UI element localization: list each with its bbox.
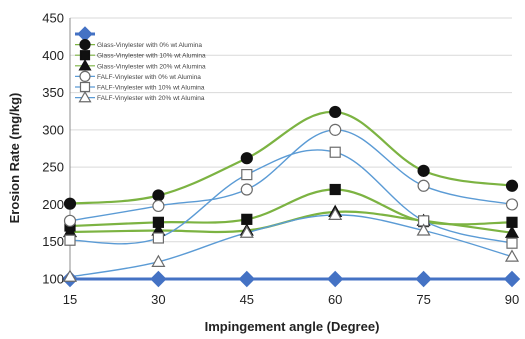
marker-circle [329,105,342,119]
marker-square [79,50,91,61]
y-tick-label: 200 [42,197,64,212]
marker-diamond [77,26,93,42]
legend: Glass-Vinylester with 0% wt Alumina Glass… [75,26,206,103]
x-tick-label: 15 [63,292,77,307]
marker-diamond [503,270,521,288]
marker-diamond [415,270,432,288]
x-tick-label: 30 [151,292,165,307]
y-tick-label: 250 [42,160,64,175]
marker-diamond [238,270,256,288]
marker-triangle [504,249,520,262]
marker-circle [79,38,91,51]
legend-label: FALF-Vinylester with 0% wt Alumina [97,74,201,81]
series-lines [68,110,514,281]
marker-circle [63,197,77,210]
tick-labels: 100 150 200 250 300 350 400 450 15 30 45 60 75 90 [42,11,519,308]
series-line-5 [69,149,513,245]
marker-circle [417,179,430,192]
marker-circle [79,70,91,83]
marker-circle [505,179,519,192]
series-line-1 [68,110,514,205]
marker-circle [329,123,342,136]
marker-circle [240,152,253,165]
y-tick-label: 100 [42,272,64,287]
marker-circle [417,164,430,177]
y-tick-label: 300 [42,122,64,137]
marker-square [241,213,253,225]
y-tick-label: 450 [42,11,64,26]
marker-triangle [62,269,78,282]
y-tick-label: 150 [42,234,64,249]
marker-circle [152,199,165,213]
marker-diamond [150,270,167,288]
marker-square [64,234,76,246]
marker-triangle [78,90,92,103]
legend-label: Glass-Vinylester with 20% wt Alumina [97,63,206,70]
marker-diamond [326,270,344,288]
x-axis-title: Impingement angle (Degree) [205,319,380,334]
marker-triangle [328,207,343,220]
marker-triangle [151,254,166,267]
legend-label: FALF-Vinylester with 10% wt Alumina [97,85,205,92]
marker-square [506,237,518,249]
marker-triangle [78,59,92,71]
y-tick-label: 350 [42,85,64,100]
series-markers [61,105,521,288]
x-tick-label: 90 [505,292,519,307]
marker-square [241,169,253,181]
series-line-4 [69,129,513,222]
x-tick-label: 45 [240,292,254,307]
marker-square [79,81,91,93]
marker-square [329,146,341,158]
marker-square [152,232,164,244]
marker-triangle [416,223,431,236]
x-tick-label: 60 [328,292,342,307]
y-axis-title: Erosion Rate (mg/kg) [7,93,22,224]
marker-circle [240,183,253,196]
x-tick-label: 75 [416,292,430,307]
y-tick-label: 400 [42,48,64,63]
marker-circle [63,214,77,227]
marker-triangle [504,225,520,238]
marker-circle [505,198,519,211]
legend-label: Glass-Vinylester with 10% wt Alumina [97,53,206,60]
legend-label: Glass-Vinylester with 0% wt Alumina [97,42,202,49]
marker-circle [152,189,165,202]
marker-square [329,183,341,196]
series-line-6 [69,214,513,278]
marker-triangle [239,225,254,238]
legend-label: FALF-Vinylester with 20% wt Alumina [97,95,205,102]
